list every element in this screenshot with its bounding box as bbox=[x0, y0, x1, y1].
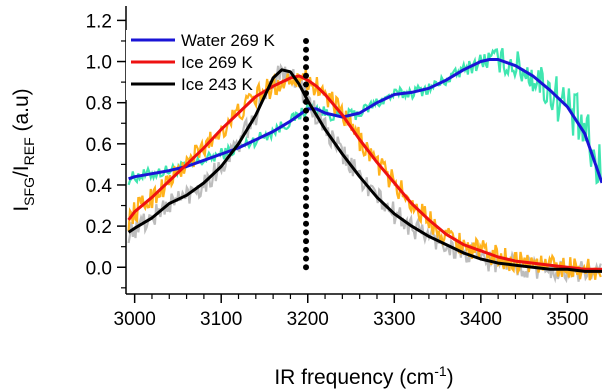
y-tick-label: 1.2 bbox=[86, 11, 112, 32]
y-tick-label: 0.4 bbox=[86, 176, 113, 197]
y-axis-title: ISFG/IREF (a.u) bbox=[10, 88, 37, 211]
marker-dot bbox=[303, 151, 310, 158]
x-tick-label: 3500 bbox=[546, 309, 588, 330]
marker-dot bbox=[303, 38, 310, 44]
fit-line-ice-269-k bbox=[127, 74, 602, 271]
marker-dot bbox=[303, 142, 310, 149]
marker-dot bbox=[303, 133, 310, 140]
y-tick-label: 0.0 bbox=[86, 258, 112, 279]
marker-dot bbox=[303, 177, 310, 184]
marker-dot bbox=[303, 90, 310, 97]
x-tick-label: 3200 bbox=[287, 309, 329, 330]
y-tick-label: 1.0 bbox=[86, 53, 112, 74]
marker-dot bbox=[303, 220, 310, 227]
marker-dot bbox=[303, 98, 310, 105]
fit-line-water-269-k bbox=[128, 58, 602, 184]
x-tick-label: 3400 bbox=[460, 309, 502, 330]
marker-dot bbox=[303, 229, 310, 236]
marker-dot bbox=[303, 238, 310, 245]
marker-dot bbox=[303, 185, 310, 192]
raw-spectra-layer bbox=[127, 47, 602, 284]
marker-dot bbox=[303, 64, 310, 71]
legend-background bbox=[126, 30, 176, 100]
smoothed-fits-layer bbox=[127, 58, 602, 273]
vertical-marker-layer bbox=[303, 38, 310, 271]
fit-line-ice-243-k bbox=[127, 68, 602, 273]
y-tick-label: 0.6 bbox=[86, 135, 112, 156]
y-tick-label: 0.8 bbox=[86, 94, 112, 115]
marker-dot bbox=[303, 203, 310, 210]
marker-dot bbox=[303, 46, 310, 53]
marker-dot bbox=[303, 55, 310, 62]
legend-label-ice-243k: Ice 243 K bbox=[181, 75, 253, 94]
marker-dot bbox=[303, 212, 310, 218]
marker-dot bbox=[303, 255, 310, 262]
axes: 0.0 0.2 0.4 0.6 0.8 1.0 1.2 3000 3100 3200 3300 340… bbox=[86, 6, 602, 330]
legend-label-water-269k: Water 269 K bbox=[181, 31, 276, 50]
x-tick-label: 3300 bbox=[373, 309, 415, 330]
marker-dot bbox=[303, 159, 310, 166]
marker-dot bbox=[303, 72, 310, 79]
marker-dot bbox=[303, 194, 310, 201]
x-tick-label: 3000 bbox=[114, 309, 156, 330]
marker-dot bbox=[303, 246, 310, 253]
marker-dot bbox=[303, 107, 310, 114]
y-tick-label: 0.2 bbox=[86, 217, 112, 238]
marker-dot bbox=[303, 168, 310, 175]
raw-spectrum-water-269-k bbox=[127, 47, 602, 186]
marker-dot bbox=[303, 116, 310, 123]
marker-dot bbox=[303, 125, 310, 131]
raw-spectrum-ice-243-k bbox=[127, 62, 602, 284]
raw-spectrum-ice-269-k bbox=[127, 68, 602, 281]
x-axis-title: IR frequency (cm-1) bbox=[274, 363, 453, 389]
legend-label-ice-269k: Ice 269 K bbox=[181, 53, 253, 72]
marker-dot bbox=[303, 81, 310, 88]
marker-dot bbox=[303, 264, 310, 271]
legend: Water 269 K Ice 269 K Ice 243 K bbox=[126, 30, 276, 100]
x-tick-label: 3100 bbox=[200, 309, 242, 330]
